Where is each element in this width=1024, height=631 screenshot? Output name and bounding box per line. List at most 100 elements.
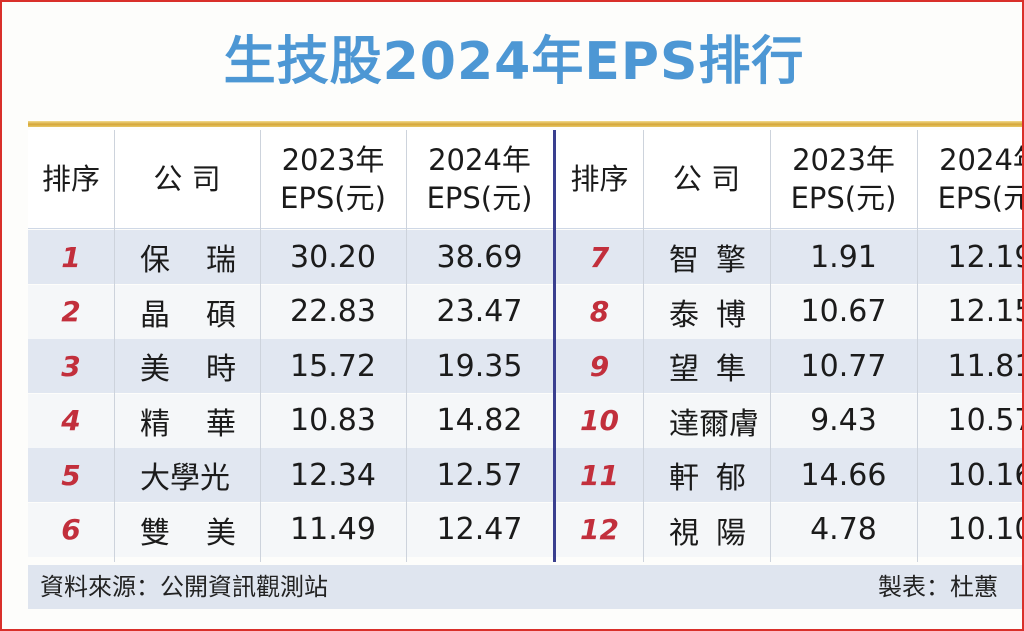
company-name-part: 瑞 (206, 243, 236, 278)
maker-credit: 製表：杜蕙 (878, 573, 998, 601)
company-name-cell: 軒郁 (643, 448, 770, 502)
rank-cell: 5 (61, 458, 81, 492)
column-divider (643, 130, 644, 562)
company-name-cell: 大學光 (114, 448, 260, 502)
rank-cell: 2 (61, 295, 81, 328)
header-eps2023-left: 2023年 EPS(元) (260, 130, 406, 228)
eps2024-cell: 12.15 (947, 294, 1022, 329)
company-name-cell: 望隼 (643, 339, 770, 393)
table-row: 4 精華 10.83 14.82 10 達爾膚 9.43 10.57 (28, 393, 1022, 448)
rank-cell: 12 (580, 513, 619, 546)
eps2023-cell: 10.77 (800, 348, 887, 384)
company-name: 保 (140, 243, 170, 278)
column-divider (114, 130, 115, 562)
eps2024-cell: 38.69 (436, 239, 523, 275)
company-name: 達爾膚 (669, 406, 759, 442)
eps2023-cell: 22.83 (290, 294, 376, 329)
header-rank-right: 排序 (556, 130, 643, 228)
company-name: 精 (140, 406, 170, 442)
company-name-part: 碩 (206, 297, 236, 333)
eps2023-cell: 11.49 (290, 512, 376, 547)
rank-cell: 3 (61, 349, 81, 383)
company-name: 泰 (669, 297, 699, 333)
company-name-part: 美 (206, 515, 236, 551)
eps2023-cell: 14.66 (800, 457, 887, 493)
header-company-left: 公 司 (114, 130, 260, 228)
company-name-cell: 智擎 (643, 230, 770, 284)
eps2024-cell: 23.47 (436, 294, 523, 329)
company-name-cell: 達爾膚 (643, 394, 770, 448)
eps2024-cell: 12.19 (947, 239, 1022, 275)
header-eps2024-right: 2024年 EPS(元) (917, 130, 1022, 228)
header-company-label: 公 司 (672, 162, 741, 196)
rank-cell: 7 (589, 240, 610, 274)
eps2024-cell: 12.47 (436, 512, 523, 547)
rank-cell: 6 (61, 513, 81, 546)
header-eps2024-year: 2024年 (428, 143, 531, 177)
eps2023-cell: 1.91 (810, 239, 877, 275)
company-name: 智 (669, 243, 699, 278)
header-rank-label: 排序 (570, 162, 629, 196)
eps2024-cell: 10.10 (947, 512, 1022, 547)
company-name: 雙 (140, 515, 170, 551)
eps2023-cell: 12.34 (290, 457, 376, 493)
header-eps2024-unit: EPS(元) (937, 181, 1022, 215)
eps2023-cell: 10.83 (290, 403, 376, 438)
header-eps2023-year: 2023年 (281, 143, 385, 177)
column-divider (406, 130, 407, 562)
table-row: 1 保 瑞 30.20 38.69 7 智擎 1.91 12.19 (28, 230, 1022, 284)
company-name-part: 陽 (716, 515, 746, 551)
eps2023-cell: 30.20 (290, 239, 376, 275)
eps2023-cell: 9.43 (810, 403, 877, 438)
company-name-cell: 泰博 (643, 285, 770, 339)
rank-cell: 1 (61, 240, 81, 274)
company-name-part: 華 (206, 406, 236, 442)
header-company-label: 公 司 (153, 162, 221, 196)
header-eps2023-right: 2023年 EPS(元) (770, 130, 917, 228)
eps2023-cell: 4.78 (810, 512, 877, 547)
rank-cell: 9 (589, 349, 610, 383)
rank-cell: 10 (580, 404, 619, 437)
header-eps2023-unit: EPS(元) (790, 181, 897, 215)
company-name-cell: 精華 (114, 394, 260, 448)
company-name: 美 (140, 352, 170, 387)
company-name-cell: 雙美 (114, 503, 260, 557)
company-name-part: 博 (716, 297, 746, 333)
header-eps2023-unit: EPS(元) (280, 181, 386, 215)
company-name-part: 擎 (716, 243, 746, 278)
company-name-cell: 視陽 (643, 503, 770, 557)
company-name: 大學光 (140, 461, 230, 496)
eps2024-cell: 10.16 (947, 457, 1022, 493)
header-eps2024-left: 2024年 EPS(元) (406, 130, 553, 228)
eps2024-cell: 14.82 (436, 403, 523, 438)
eps2024-cell: 11.81 (947, 348, 1022, 384)
column-divider (260, 130, 261, 562)
half-divider (553, 130, 556, 562)
company-name-part: 隼 (716, 352, 746, 387)
company-name-cell: 美時 (114, 339, 260, 393)
page-title: 生技股2024年EPS排行 (223, 32, 805, 92)
company-name: 軒 (669, 461, 699, 496)
table-row: 5 大學光 12.34 12.57 11 軒郁 14.66 10.16 (28, 448, 1022, 502)
header-eps2023-year: 2023年 (792, 143, 895, 177)
footer-bar: 資料來源：公開資訊觀測站 製表：杜蕙 (28, 565, 1022, 609)
header-rank-left: 排序 (28, 130, 114, 228)
column-divider (770, 130, 771, 562)
header-company-right: 公 司 (643, 130, 770, 228)
company-name-cell: 晶碩 (114, 285, 260, 339)
eps2023-cell: 10.67 (800, 294, 887, 329)
eps-ranking-table: 排序 公 司 2023年 EPS(元) 2024年 EPS(元) 排序 公 司 … (28, 130, 1022, 562)
source-note: 資料來源：公開資訊觀測站 (40, 573, 328, 601)
table-header: 排序 公 司 2023年 EPS(元) 2024年 EPS(元) 排序 公 司 … (28, 130, 1022, 229)
column-divider (917, 130, 918, 562)
company-name: 望 (669, 352, 699, 387)
table-row: 6 雙美 11.49 12.47 12 視陽 4.78 10.10 (28, 502, 1022, 557)
header-eps2024-unit: EPS(元) (426, 181, 533, 215)
header-eps2024-year: 2024年 (939, 143, 1022, 177)
company-name: 晶 (140, 297, 170, 333)
eps2023-cell: 15.72 (290, 348, 376, 384)
eps2024-cell: 12.57 (436, 457, 523, 493)
rank-cell: 8 (589, 295, 610, 328)
